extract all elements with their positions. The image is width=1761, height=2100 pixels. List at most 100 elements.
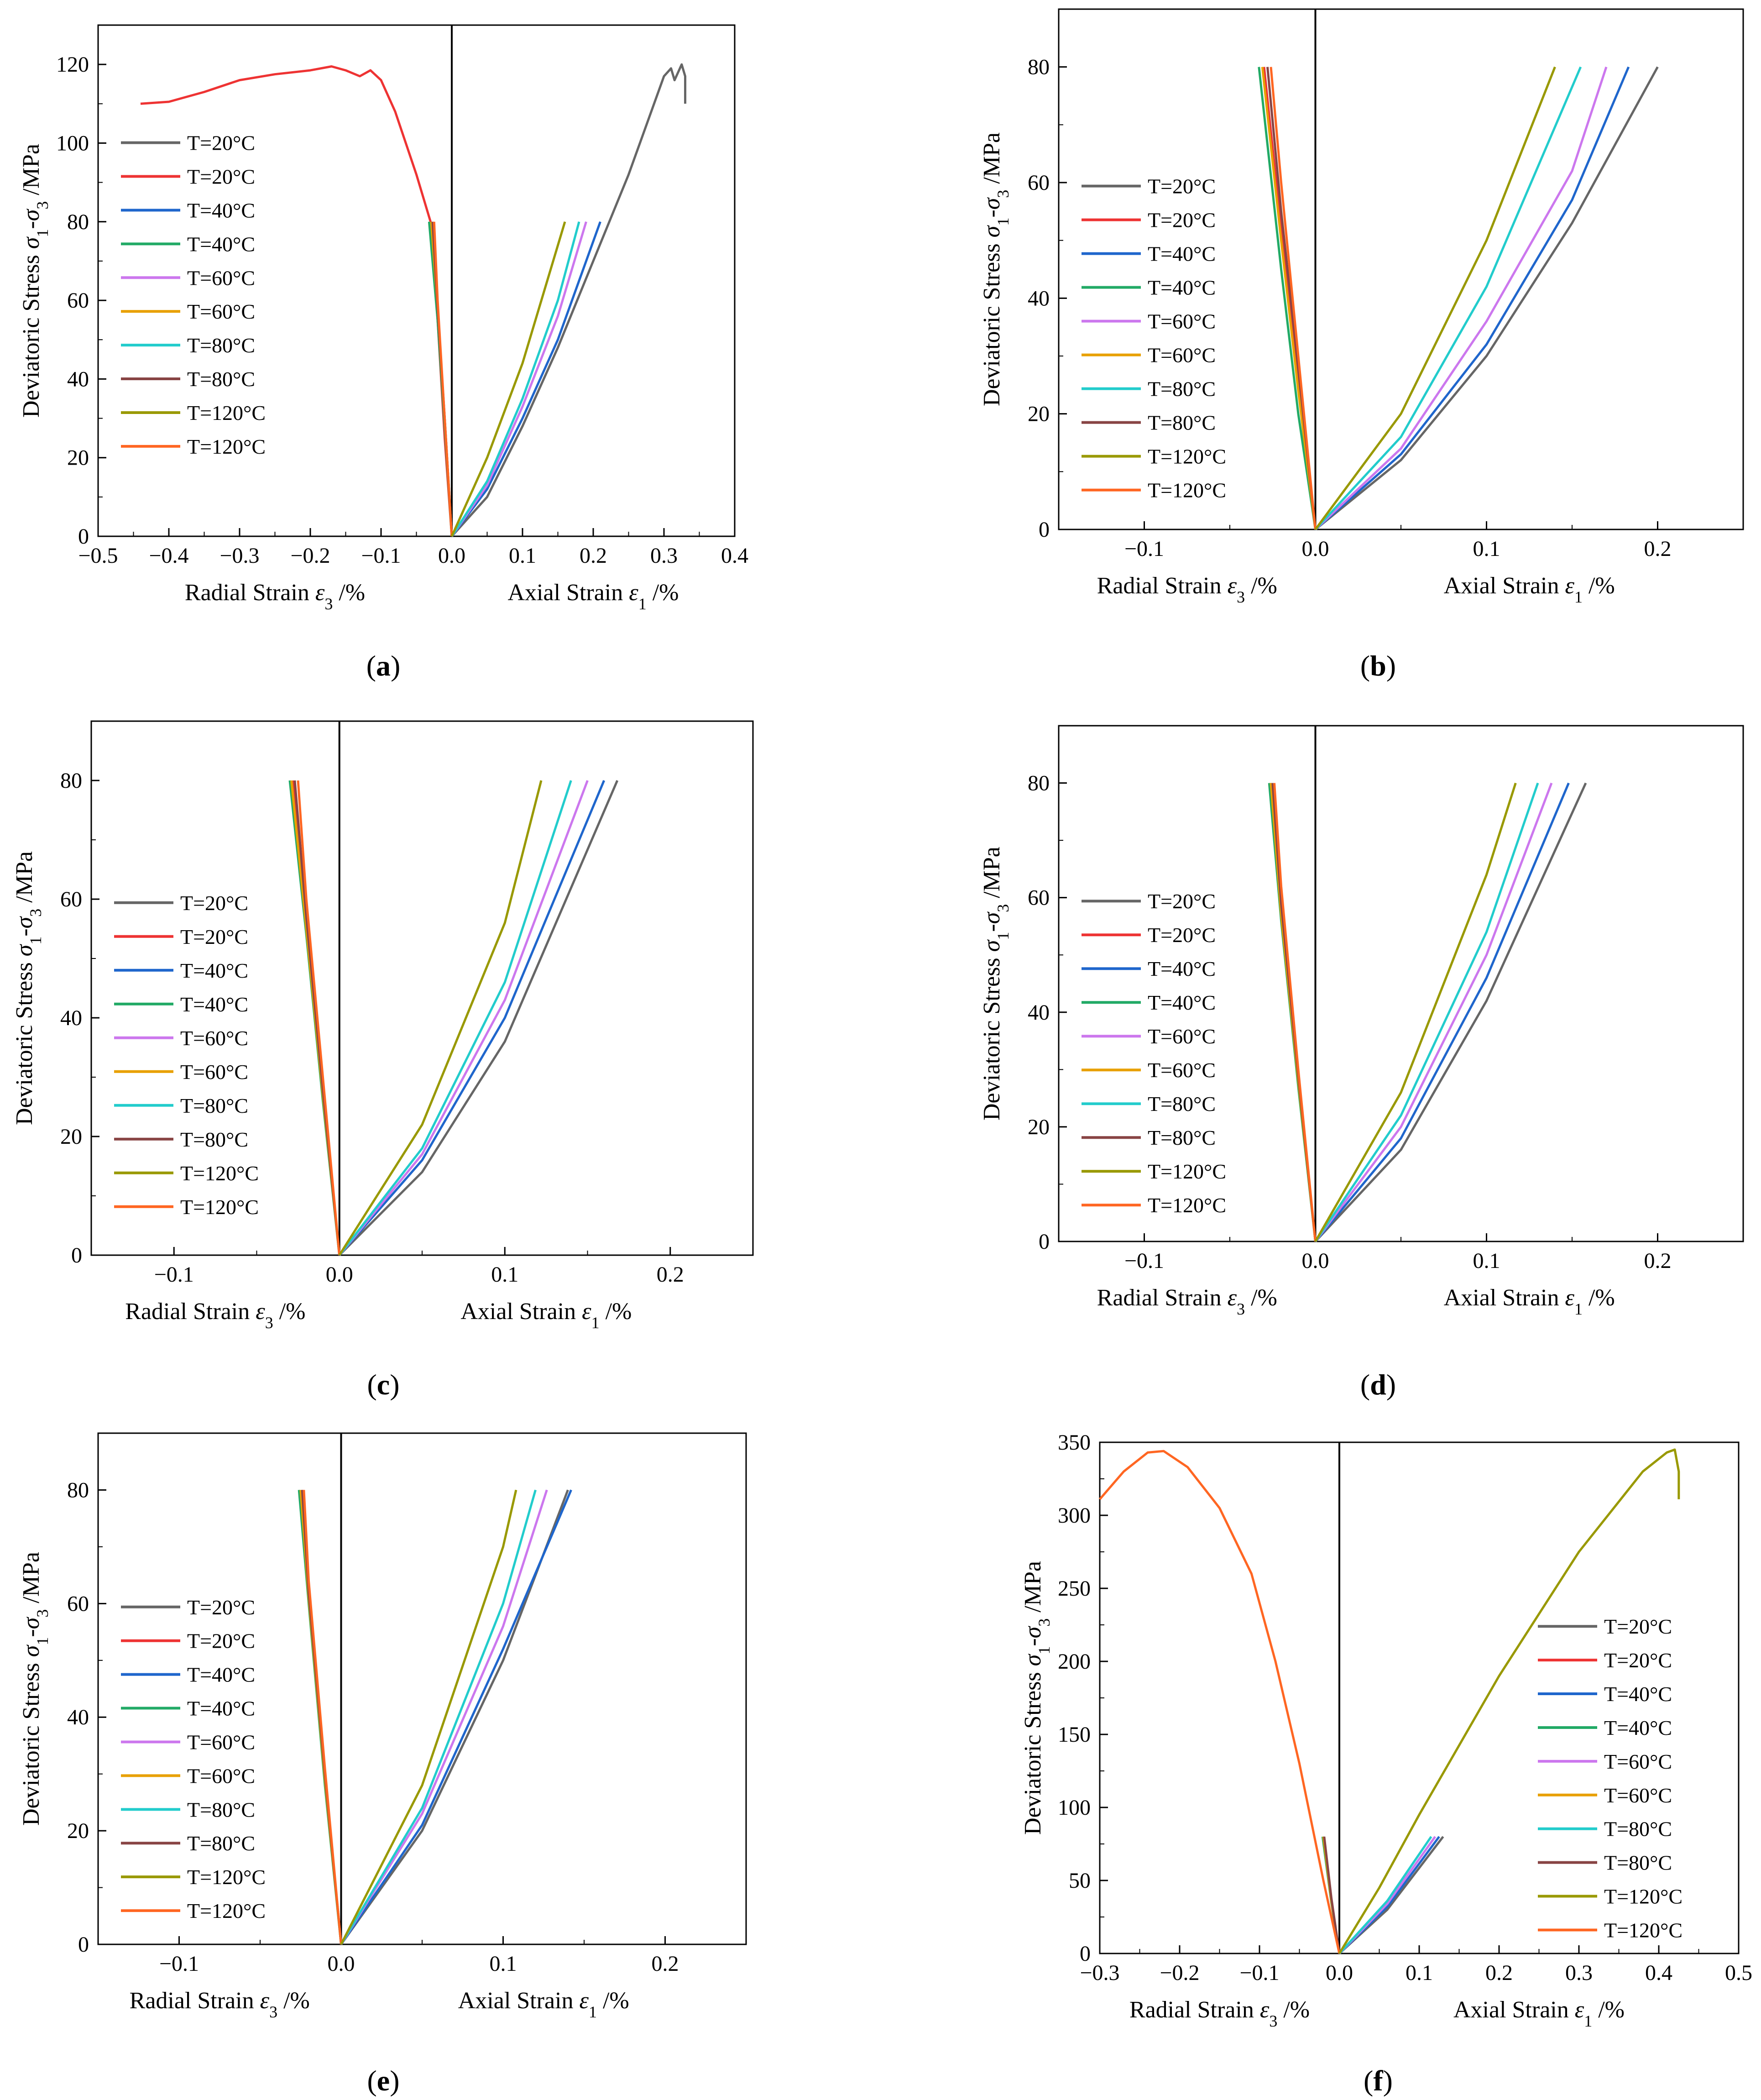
caption-letter: f — [1373, 2064, 1383, 2097]
x-tick-label: −0.4 — [149, 544, 188, 568]
legend-label: T=20°C — [187, 1596, 255, 1619]
y-axis-label-part: /MPa — [979, 847, 1005, 904]
y-axis-label-part: /MPa — [1020, 1561, 1046, 1618]
y-axis-label-part: - — [18, 1629, 44, 1637]
x-tick-label: 0.3 — [1565, 1961, 1593, 1985]
legend-label: T=120°C — [187, 435, 266, 458]
caption-letter: d — [1370, 1368, 1386, 1401]
radial-strain-label-part: Radial Strain — [130, 1988, 260, 2014]
legend-label: T=60°C — [1148, 310, 1216, 333]
axial-series-T120C — [340, 1489, 517, 1945]
caption-paren: ( — [366, 649, 376, 682]
y-tick-label: 80 — [1028, 771, 1050, 796]
radial-strain-label: Radial Strain ε3 /% — [1097, 1285, 1277, 1318]
radial-strain-label-part: /% — [273, 1299, 306, 1325]
axial-strain-label: Axial Strain ε1 /% — [1444, 1285, 1615, 1318]
y-axis-label-part: 3 — [1035, 1618, 1053, 1627]
caption-paren: ) — [1386, 1368, 1396, 1401]
y-tick-label: 300 — [1058, 1503, 1091, 1528]
y-axis-label-part: σ — [979, 911, 1005, 924]
legend-label: T=80°C — [1148, 411, 1216, 435]
legend-label: T=20°C — [180, 891, 248, 915]
axial-series-T80C — [1314, 782, 1539, 1242]
legend-label: T=60°C — [187, 300, 255, 323]
radial-strain-label: Radial Strain ε3 /% — [130, 1988, 310, 2021]
x-tick-label: 0.1 — [1406, 1961, 1433, 1985]
y-tick-label: 80 — [67, 210, 89, 234]
panel-caption: (f) — [1364, 2064, 1393, 2097]
legend-label: T=40°C — [1148, 991, 1216, 1014]
caption-paren: ( — [367, 2064, 376, 2097]
axial-series-T40C — [340, 1489, 572, 1945]
axial-strain-label-part: /% — [597, 1988, 629, 2014]
y-axis-label-part: σ — [18, 236, 44, 249]
legend-label: T=60°C — [180, 1026, 248, 1050]
y-tick-label: 0 — [1039, 518, 1050, 542]
legend-label: T=120°C — [187, 401, 266, 424]
x-tick-label: 0.5 — [1725, 1961, 1752, 1985]
y-axis-label-part: 1 — [994, 218, 1012, 226]
x-tick-label: 0.4 — [1645, 1961, 1672, 1985]
y-axis-label-part: Deviatoric Stress — [1020, 1666, 1046, 1835]
y-axis-label-part: 3 — [33, 201, 52, 209]
legend-label: T=120°C — [180, 1162, 259, 1185]
axial-strain-label-part: 1 — [591, 1314, 600, 1332]
radial-strain-label-part: Radial Strain — [1097, 1285, 1228, 1311]
y-axis-label: Deviatoric Stress σ1-σ3 /MPa — [11, 851, 45, 1125]
axial-strain-label-part: ε — [1565, 573, 1574, 599]
x-tick-label: 0.0 — [1302, 537, 1329, 561]
x-tick-label: 0.4 — [721, 544, 748, 568]
radial-strain-label-part: 3 — [265, 1314, 273, 1332]
y-tick-label: 20 — [1028, 1115, 1050, 1139]
axial-strain-label-part: 1 — [589, 2003, 597, 2021]
radial-strain-label: Radial Strain ε3 /% — [1097, 573, 1277, 606]
panel-caption: (c) — [367, 1368, 399, 1401]
y-axis-label-part: 3 — [26, 909, 45, 917]
legend-label: T=40°C — [1148, 242, 1216, 266]
legend: T=20°C T=20°C T=40°C T=40°C T=60°C T=60°C T=80… — [1538, 1615, 1683, 1942]
panel-caption: (b) — [1360, 649, 1396, 682]
caption-paren: ) — [391, 649, 400, 682]
axial-series-T80C — [340, 1489, 537, 1945]
axial-strain-label-part: Axial Strain — [1444, 1285, 1565, 1311]
y-tick-label: 20 — [67, 446, 89, 470]
radial-strain-label-part: ε — [1228, 1285, 1237, 1311]
legend-label: T=120°C — [180, 1195, 259, 1219]
legend-label: T=60°C — [187, 1764, 255, 1787]
radial-series-T120C — [1273, 783, 1317, 1242]
legend-label: T=80°C — [1148, 1092, 1216, 1115]
axial-series-T60C — [1314, 66, 1608, 530]
axial-strain-label: Axial Strain ε1 /% — [507, 580, 679, 613]
y-tick-label: 40 — [1028, 1000, 1050, 1025]
axial-strain-label-part: 1 — [638, 595, 647, 613]
y-tick-label: 20 — [67, 1819, 89, 1843]
legend-label: T=120°C — [187, 1865, 266, 1889]
axial-strain-label-part: ε — [579, 1988, 589, 2014]
y-axis-label-part: /MPa — [979, 132, 1005, 190]
legend-label: T=20°C — [187, 165, 255, 189]
legend-label: T=80°C — [1604, 1817, 1672, 1841]
panel-caption: (e) — [367, 2064, 399, 2097]
radial-strain-label-part: Radial Strain — [125, 1299, 256, 1325]
legend-label: T=60°C — [1604, 1784, 1672, 1807]
y-axis-label-part: σ — [979, 197, 1005, 209]
radial-series-T120C — [433, 221, 453, 537]
x-tick-label: −0.5 — [78, 544, 118, 568]
y-axis-label-part: 3 — [994, 190, 1012, 198]
radial-series-T120C — [1270, 67, 1317, 530]
legend-label: T=20°C — [1148, 890, 1216, 913]
x-tick-label: −0.3 — [1080, 1961, 1119, 1985]
x-tick-label: 0.2 — [657, 1262, 684, 1287]
y-axis-label-part: σ — [11, 916, 37, 928]
y-axis-label-part: 3 — [994, 904, 1012, 912]
caption-letter: a — [376, 649, 391, 682]
y-tick-label: 40 — [67, 1705, 89, 1729]
legend-label: T=40°C — [187, 232, 255, 256]
legend-label: T=40°C — [1148, 276, 1216, 299]
legend-label: T=60°C — [1148, 1058, 1216, 1082]
legend-label: T=60°C — [1148, 344, 1216, 367]
legend-label: T=60°C — [1148, 1025, 1216, 1048]
axial-series-T40C — [1314, 66, 1630, 530]
radial-strain-label-part: /% — [277, 1988, 310, 2014]
axial-strain-label-part: Axial Strain — [458, 1988, 580, 2014]
